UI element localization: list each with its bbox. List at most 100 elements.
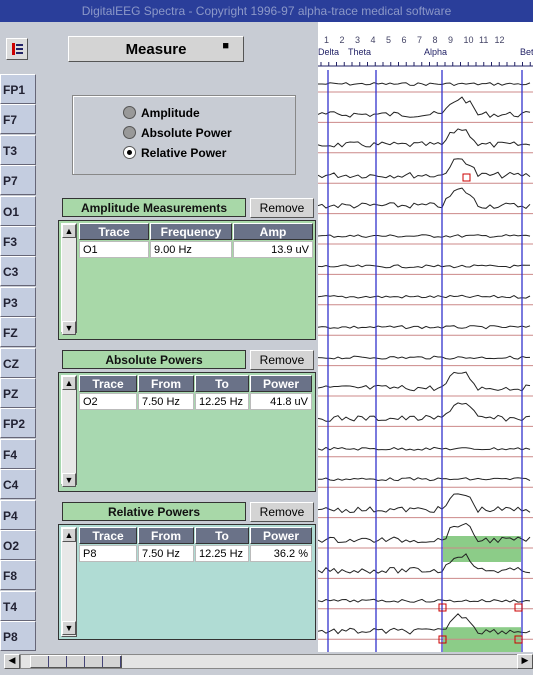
channel-label[interactable]: C3 xyxy=(0,256,36,287)
table-cell[interactable]: 36.2 % xyxy=(250,545,312,562)
table-cell[interactable]: O1 xyxy=(79,241,149,258)
column-header: Frequency xyxy=(150,223,232,240)
table-cell[interactable]: 41.8 uV xyxy=(250,393,312,410)
channel-label[interactable]: T4 xyxy=(0,590,36,621)
eeg-trace xyxy=(318,553,531,575)
table-scrollbar xyxy=(61,375,77,485)
table: ▲ ▼ Trace O2 From 7.50 Hz To 12.25 Hz Power 41.8 … xyxy=(58,372,316,492)
frequency-number: 7 xyxy=(417,35,422,45)
eeg-trace xyxy=(318,493,531,514)
frequency-number: 12 xyxy=(495,35,505,45)
band-label: Theta xyxy=(348,47,371,57)
table-cell[interactable]: 13.9 uV xyxy=(233,241,313,258)
channel-label[interactable]: P7 xyxy=(0,165,36,196)
radio-label: Amplitude xyxy=(141,106,200,120)
radio-dot xyxy=(127,150,132,155)
eeg-trace xyxy=(318,446,531,451)
table-cell[interactable]: P8 xyxy=(79,545,137,562)
channel-label[interactable]: FP1 xyxy=(0,74,36,104)
channel-label[interactable]: CZ xyxy=(0,347,36,378)
column-header: Trace xyxy=(79,375,137,392)
frequency-number: 10 xyxy=(464,35,474,45)
remove-button[interactable]: Remove xyxy=(250,198,314,218)
table-cell[interactable]: O2 xyxy=(79,393,137,410)
column-header: Power xyxy=(250,527,312,544)
scroll-up[interactable]: ▲ xyxy=(62,376,76,390)
scroll-thumb[interactable] xyxy=(30,655,122,668)
table: ▲ ▼ Trace P8 From 7.50 Hz To 12.25 Hz Power 36.2 … xyxy=(58,524,316,640)
channel-label[interactable]: F7 xyxy=(0,104,36,135)
title-bar: DigitalEEG Spectra - Copyright 1996-97 a… xyxy=(0,0,533,22)
column-header: From xyxy=(138,527,194,544)
eeg-trace xyxy=(318,371,531,392)
frequency-number: 5 xyxy=(386,35,391,45)
channel-label[interactable]: C4 xyxy=(0,469,36,500)
scroll-up[interactable]: ▲ xyxy=(62,528,76,542)
marker xyxy=(514,635,523,644)
eeg-trace xyxy=(318,522,531,544)
table-cell[interactable]: 7.50 Hz xyxy=(138,545,194,562)
frequency-number: 8 xyxy=(433,35,438,45)
eeg-trace xyxy=(318,96,531,119)
radio-button xyxy=(123,106,136,119)
table-cell[interactable]: 7.50 Hz xyxy=(138,393,194,410)
channel-label[interactable]: F8 xyxy=(0,560,36,591)
menu-icon[interactable] xyxy=(6,38,28,60)
eeg-trace xyxy=(318,294,531,299)
column-header: Power xyxy=(250,375,312,392)
radio-option[interactable]: Relative Power xyxy=(123,144,293,162)
radio-label: Relative Power xyxy=(141,146,227,160)
scroll-down[interactable]: ▼ xyxy=(62,321,76,335)
table: ▲ ▼ Trace O1 Frequency 9.00 Hz Amp 13.9 uV xyxy=(58,220,316,340)
remove-button[interactable]: Remove xyxy=(250,350,314,370)
icon xyxy=(12,43,23,55)
trace-area: 123456789101112DeltaThetaAlphaBeta xyxy=(318,22,533,652)
marker xyxy=(438,603,447,612)
scroll-down[interactable]: ▼ xyxy=(62,621,76,635)
remove-button[interactable]: Remove xyxy=(250,502,314,522)
mode-dropdown[interactable]: Measure ■ xyxy=(68,36,244,62)
channel-label[interactable]: P4 xyxy=(0,499,36,530)
table-cell[interactable]: 12.25 Hz xyxy=(195,393,249,410)
radio-button xyxy=(123,146,136,159)
frequency-number: 9 xyxy=(448,35,453,45)
scroll-down[interactable]: ▼ xyxy=(62,473,76,487)
channel-label[interactable]: O1 xyxy=(0,195,36,226)
channel-label[interactable]: P3 xyxy=(0,286,36,317)
column-header: To xyxy=(195,527,249,544)
band-label: Delta xyxy=(318,47,339,57)
channel-label[interactable]: F4 xyxy=(0,438,36,469)
channel-label[interactable]: T3 xyxy=(0,134,36,165)
eeg-trace xyxy=(318,264,530,269)
marker xyxy=(438,635,447,644)
table-scrollbar xyxy=(61,527,77,637)
radio-option[interactable]: Amplitude xyxy=(123,104,293,122)
channel-label[interactable]: P8 xyxy=(0,621,36,652)
radio-button xyxy=(123,126,136,139)
table-scrollbar xyxy=(61,223,77,333)
eeg-trace xyxy=(318,234,531,238)
band-label: Beta xyxy=(520,47,533,57)
column-header: Trace xyxy=(79,527,137,544)
radio-option[interactable]: Absolute Power xyxy=(123,124,293,142)
radio-label: Absolute Power xyxy=(141,126,232,140)
eeg-trace xyxy=(318,187,531,210)
channel-label[interactable]: FZ xyxy=(0,317,36,348)
channel-label[interactable]: F3 xyxy=(0,226,36,256)
scroll-up[interactable]: ▲ xyxy=(62,224,76,238)
table-title: Amplitude Measurements xyxy=(62,198,246,217)
table-cell[interactable]: 12.25 Hz xyxy=(195,545,249,562)
toolbar: Measure ■ xyxy=(0,22,318,74)
channel-label[interactable]: FP2 xyxy=(0,408,36,439)
channel-label[interactable]: O2 xyxy=(0,530,36,560)
frequency-number: 1 xyxy=(324,35,329,45)
measure-panel: Amplitude Absolute Power Relative Power Am… xyxy=(36,74,318,652)
table-cell[interactable]: 9.00 Hz xyxy=(150,241,232,258)
scroll-right[interactable]: ▶ xyxy=(517,654,533,669)
frequency-number: 4 xyxy=(371,35,376,45)
scroll-left[interactable]: ◀ xyxy=(4,654,20,669)
eeg-trace xyxy=(318,477,531,482)
eeg-trace xyxy=(318,325,531,330)
channel-label[interactable]: PZ xyxy=(0,378,36,408)
